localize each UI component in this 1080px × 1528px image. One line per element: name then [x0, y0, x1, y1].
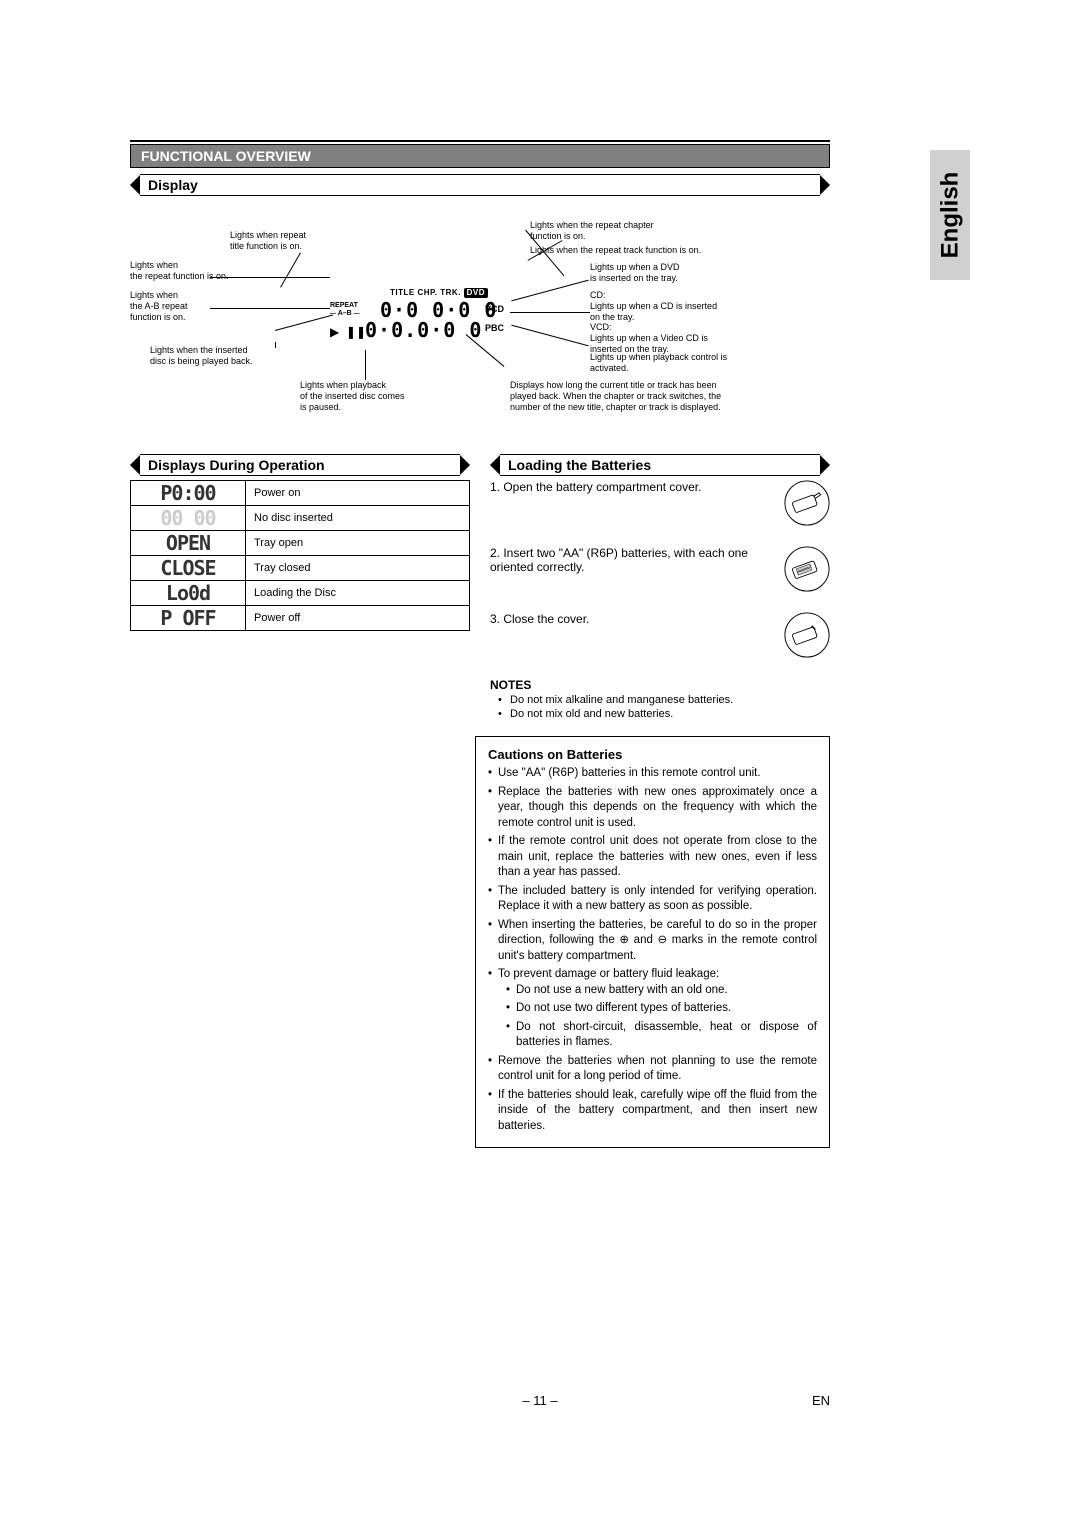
caution-item: To prevent damage or battery fluid leaka… — [488, 967, 817, 1051]
lcd-digits-row2: 0·0.0·0 0 — [365, 318, 482, 342]
section-batt-title: Loading the Batteries — [500, 454, 820, 476]
callout-track-repeat: Lights when the repeat track function is… — [530, 245, 790, 256]
lcd-pbc-label: PBC — [485, 323, 504, 334]
header-rule — [130, 140, 830, 142]
caution-item: If the remote control unit does not oper… — [488, 834, 817, 881]
arrow-left-icon — [130, 175, 140, 195]
lcd-vcd-label: VCD — [485, 304, 504, 315]
display-diagram: Lights when the repeat function is on. L… — [130, 200, 830, 440]
caution-sub-item: Do not short-circuit, disassemble, heat … — [506, 1020, 817, 1051]
seg-display-cell: P OFF — [131, 606, 246, 631]
language-tab: English — [930, 150, 970, 280]
caution-item: Remove the batteries when not planning t… — [488, 1054, 817, 1085]
seg-display-cell: CLOSE — [131, 556, 246, 581]
lcd-play-icon: ▶ ❚❚ — [330, 325, 366, 339]
callout-playing: Lights when the inserted disc is being p… — [150, 345, 290, 367]
callout-ab-repeat: Lights when the A-B repeat function is o… — [130, 290, 250, 322]
lcd-panel: REPEAT — A–B — ▶ ❚❚ TITLE CHP. TRK. DVD … — [330, 290, 510, 345]
caution-item: When inserting the batteries, be careful… — [488, 918, 817, 965]
page-lang: EN — [812, 1393, 830, 1408]
callout-pbc: Lights up when playback control is activ… — [590, 352, 790, 374]
lcd-top-labels: TITLE CHP. TRK. DVD — [390, 288, 488, 298]
arrow-right-icon — [820, 455, 830, 475]
cautions-box: Cautions on Batteries Use "AA" (R6P) bat… — [475, 736, 830, 1148]
cautions-title: Cautions on Batteries — [488, 747, 817, 762]
table-row: P OFFPower off — [131, 606, 470, 631]
caution-item: The included battery is only intended fo… — [488, 884, 817, 915]
notes-title: NOTES — [490, 678, 830, 692]
battery-close-icon — [784, 612, 830, 658]
page-content: FUNCTIONAL OVERVIEW Display Lights when … — [130, 140, 830, 1148]
battery-step-3: 3. Close the cover. — [490, 612, 830, 658]
seg-label-cell: Tray open — [246, 531, 470, 556]
section-batt-header: Loading the Batteries — [490, 454, 830, 476]
notes-list: Do not mix alkaline and manganese batter… — [490, 694, 830, 720]
seg-label-cell: No disc inserted — [246, 506, 470, 531]
battery-open-icon — [784, 480, 830, 526]
callout-cd-vcd: CD: Lights up when a CD is inserted on t… — [590, 290, 790, 355]
arrow-left-icon — [130, 455, 140, 475]
seg-display-cell: P0:00 — [131, 481, 246, 506]
language-tab-text: English — [936, 172, 964, 259]
callout-dvd: Lights up when a DVD is inserted on the … — [590, 262, 770, 284]
note-item: Do not mix old and new batteries. — [510, 708, 830, 720]
table-row: Lo0dLoading the Disc — [131, 581, 470, 606]
seg-label-cell: Loading the Disc — [246, 581, 470, 606]
callout-time: Displays how long the current title or t… — [510, 380, 810, 412]
caution-sub-item: Do not use two different types of batter… — [506, 1001, 817, 1017]
caution-item: Replace the batteries with new ones appr… — [488, 785, 817, 832]
seg-display-cell: Lo0d — [131, 581, 246, 606]
callout-chapter-repeat: Lights when the repeat chapter function … — [530, 220, 710, 242]
battery-step-2: 2. Insert two "AA" (R6P) batteries, with… — [490, 546, 830, 592]
section-ops-header: Displays During Operation — [130, 454, 470, 476]
note-item: Do not mix alkaline and manganese batter… — [510, 694, 830, 706]
lcd-repeat-label: REPEAT — A–B — — [330, 302, 360, 319]
caution-sub-item: Do not use a new battery with an old one… — [506, 983, 817, 999]
battery-step-1: 1. Open the battery compartment cover. — [490, 480, 830, 526]
arrow-right-icon — [820, 175, 830, 195]
seg-display-cell: 00 00 — [131, 506, 246, 531]
table-row: CLOSETray closed — [131, 556, 470, 581]
callout-title-repeat: Lights when repeat title function is on. — [230, 230, 360, 252]
battery-insert-icon — [784, 546, 830, 592]
table-row: OPENTray open — [131, 531, 470, 556]
table-row: P0:00Power on — [131, 481, 470, 506]
seg-label-cell: Tray closed — [246, 556, 470, 581]
page-header: FUNCTIONAL OVERVIEW — [130, 144, 830, 168]
callout-repeat: Lights when the repeat function is on. — [130, 260, 250, 282]
caution-item: If the batteries should leak, carefully … — [488, 1088, 817, 1135]
section-ops-title: Displays During Operation — [140, 454, 460, 476]
operation-table: P0:00Power on00 00No disc insertedOPENTr… — [130, 480, 470, 631]
arrow-left-icon — [490, 455, 500, 475]
seg-label-cell: Power off — [246, 606, 470, 631]
seg-display-cell: OPEN — [131, 531, 246, 556]
seg-label-cell: Power on — [246, 481, 470, 506]
callout-paused: Lights when playback of the inserted dis… — [300, 380, 460, 412]
page-number: – 11 – — [0, 1393, 1080, 1408]
table-row: 00 00No disc inserted — [131, 506, 470, 531]
caution-item: Use "AA" (R6P) batteries in this remote … — [488, 766, 817, 782]
arrow-right-icon — [460, 455, 470, 475]
section-display-title: Display — [140, 174, 820, 196]
cautions-list: Use "AA" (R6P) batteries in this remote … — [488, 766, 817, 1134]
section-display-header: Display — [130, 174, 830, 196]
